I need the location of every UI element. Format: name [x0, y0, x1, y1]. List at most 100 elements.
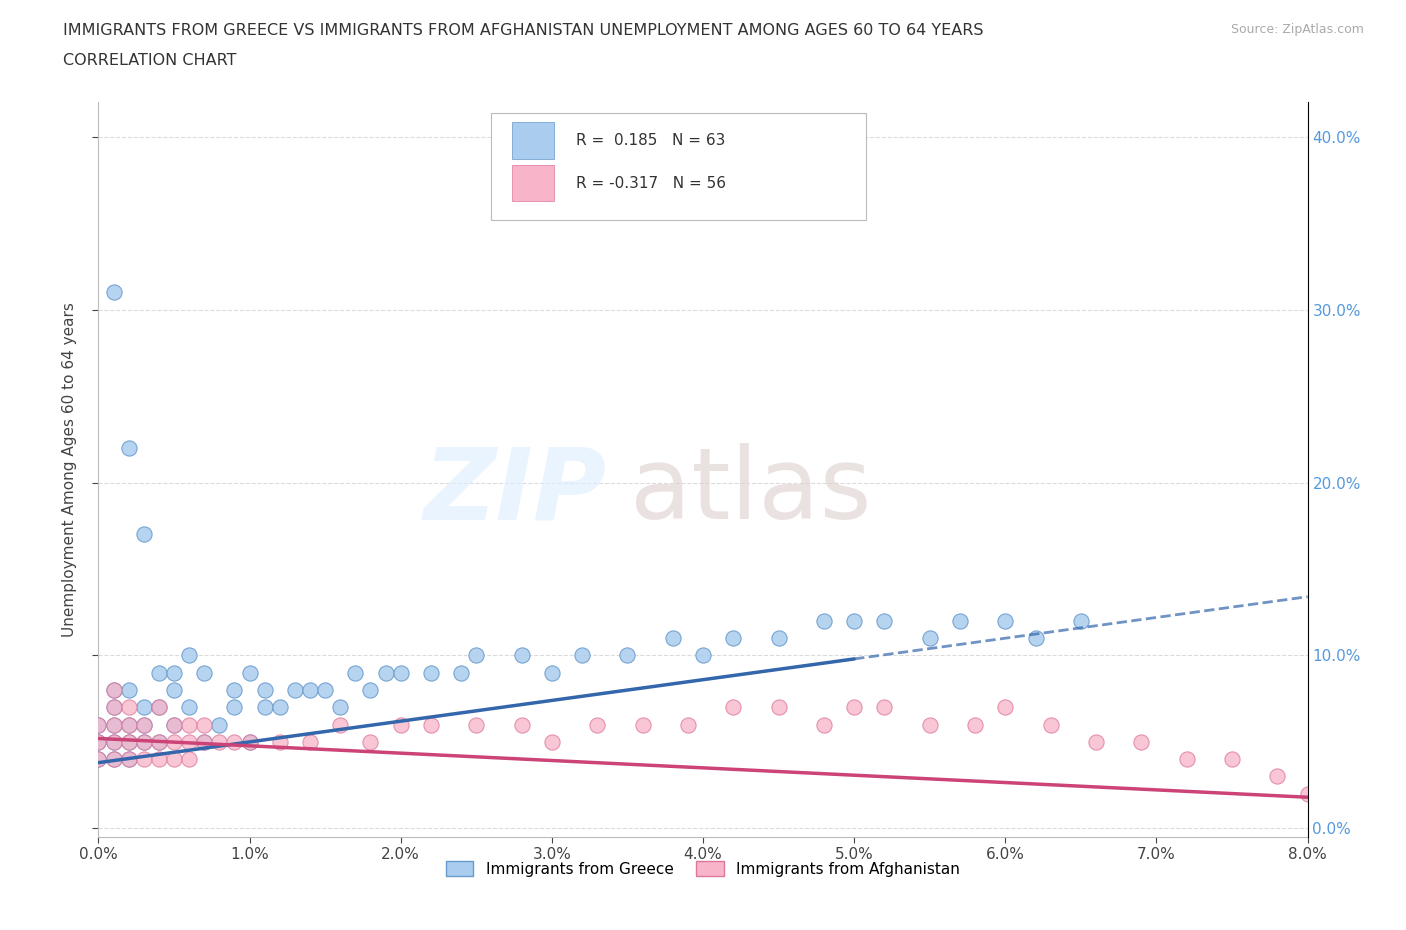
Point [103, 700, 125, 715]
Point [299, 735, 322, 750]
Point [118, 717, 141, 732]
Point [631, 717, 654, 732]
Point [132, 700, 155, 715]
Point [239, 735, 262, 750]
Point [510, 648, 533, 663]
Point [148, 665, 170, 680]
Point [1025, 631, 1047, 645]
Point [132, 735, 155, 750]
Point [540, 665, 562, 680]
Point [360, 683, 382, 698]
Point [676, 717, 699, 732]
Point [420, 665, 443, 680]
Point [949, 614, 972, 629]
Point [87, 751, 110, 766]
Text: CORRELATION CHART: CORRELATION CHART [63, 53, 236, 68]
Point [692, 648, 714, 663]
Point [87, 735, 110, 750]
Point [873, 700, 896, 715]
Point [163, 665, 186, 680]
Text: Source: ZipAtlas.com: Source: ZipAtlas.com [1230, 23, 1364, 36]
Point [193, 735, 215, 750]
Point [465, 648, 488, 663]
Point [768, 700, 790, 715]
Point [132, 751, 155, 766]
Point [224, 735, 246, 750]
Point [284, 683, 307, 698]
Point [208, 717, 231, 732]
Point [768, 631, 790, 645]
Point [994, 700, 1017, 715]
Point [148, 700, 170, 715]
Point [103, 751, 125, 766]
Point [179, 735, 201, 750]
Point [118, 441, 141, 456]
Point [118, 751, 141, 766]
Point [118, 735, 141, 750]
Point [163, 735, 186, 750]
Point [239, 735, 262, 750]
Point [87, 717, 110, 732]
Point [132, 527, 155, 542]
Point [329, 700, 352, 715]
Point [1085, 735, 1108, 750]
Text: IMMIGRANTS FROM GREECE VS IMMIGRANTS FROM AFGHANISTAN UNEMPLOYMENT AMONG AGES 60: IMMIGRANTS FROM GREECE VS IMMIGRANTS FRO… [63, 23, 984, 38]
Point [374, 665, 396, 680]
Y-axis label: Unemployment Among Ages 60 to 64 years: Unemployment Among Ages 60 to 64 years [62, 302, 77, 637]
Point [465, 717, 488, 732]
Point [389, 665, 412, 680]
Point [148, 751, 170, 766]
Point [163, 717, 186, 732]
Point [103, 735, 125, 750]
Point [314, 683, 336, 698]
Point [132, 735, 155, 750]
Legend: Immigrants from Greece, Immigrants from Afghanistan: Immigrants from Greece, Immigrants from … [439, 853, 967, 884]
Point [723, 631, 745, 645]
Point [87, 717, 110, 732]
Point [586, 717, 609, 732]
Point [103, 751, 125, 766]
Point [269, 700, 291, 715]
Point [193, 717, 215, 732]
Point [510, 717, 533, 732]
Point [193, 665, 215, 680]
Point [103, 735, 125, 750]
Point [163, 717, 186, 732]
Point [179, 648, 201, 663]
Point [179, 700, 201, 715]
Point [87, 735, 110, 750]
Text: R = -0.317   N = 56: R = -0.317 N = 56 [576, 176, 725, 191]
Point [163, 751, 186, 766]
Point [873, 614, 896, 629]
Point [163, 683, 186, 698]
Point [329, 717, 352, 732]
Point [253, 683, 276, 698]
Point [148, 735, 170, 750]
Point [179, 717, 201, 732]
Point [813, 717, 835, 732]
Point [723, 700, 745, 715]
Point [118, 700, 141, 715]
Text: atlas: atlas [630, 444, 872, 540]
Point [844, 614, 866, 629]
Point [918, 631, 941, 645]
Point [1267, 769, 1289, 784]
Point [1039, 717, 1062, 732]
Point [148, 700, 170, 715]
Point [918, 717, 941, 732]
Point [87, 751, 110, 766]
Point [1220, 751, 1243, 766]
Point [103, 717, 125, 732]
FancyBboxPatch shape [512, 165, 554, 202]
Point [360, 735, 382, 750]
Point [994, 614, 1017, 629]
Point [132, 717, 155, 732]
Point [193, 735, 215, 750]
Point [103, 700, 125, 715]
Point [118, 751, 141, 766]
Point [179, 751, 201, 766]
Point [813, 614, 835, 629]
Point [571, 648, 593, 663]
Point [224, 700, 246, 715]
Point [420, 717, 443, 732]
